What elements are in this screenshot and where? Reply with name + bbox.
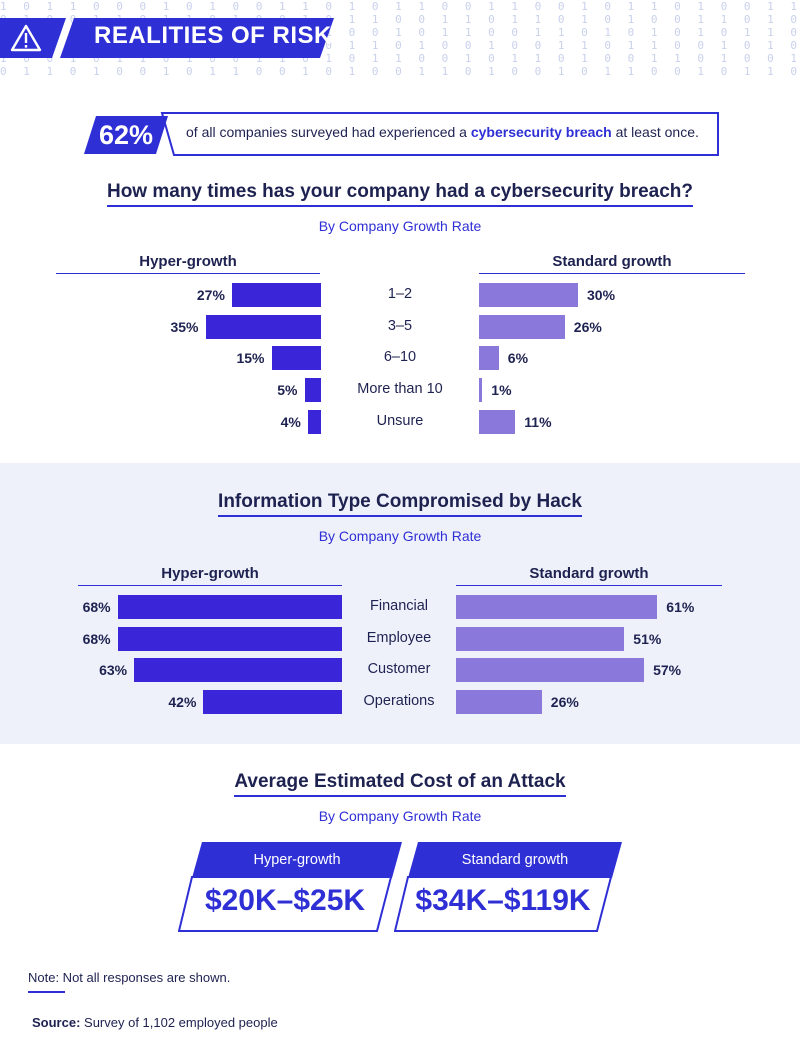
group-header-standard-growth: Standard growth (456, 565, 722, 586)
value-label-hyper-growth: 68% (82, 630, 111, 647)
group-header-hyper-growth: Hyper-growth (78, 565, 342, 586)
value-label-hyper-growth: 5% (277, 382, 298, 399)
cost-card-standard-amount: $34K–$119K (415, 884, 591, 917)
category-label: 6–10 (383, 349, 417, 366)
cost-card-hyper-amount: $20K–$25K (204, 884, 366, 917)
cost-title: Average Estimated Cost of an Attack (0, 771, 800, 797)
category-label: Unsure (376, 412, 424, 429)
value-label-hyper-growth: 68% (82, 599, 111, 615)
value-label-hyper-growth: 63% (99, 662, 128, 679)
value-label-standard-growth: 26% (550, 694, 579, 711)
bar-standard-growth (479, 346, 499, 371)
category-label: Operations (363, 693, 435, 710)
header-title-banner (60, 18, 334, 58)
cost-subtitle: By Company Growth Rate (318, 808, 482, 824)
category-label: 3–5 (387, 317, 413, 334)
value-label-standard-growth: 1% (491, 382, 512, 399)
value-label-standard-growth: 30% (587, 287, 616, 303)
footnote: Note: Not all responses are shown. (28, 970, 231, 985)
cost-card-hyper-label: Hyper-growth (192, 842, 402, 878)
footnote-underline (28, 991, 65, 993)
value-label-hyper-growth: 15% (236, 350, 265, 367)
stat-highlight: cybersecurity breach (470, 124, 612, 140)
value-label-standard-growth: 57% (653, 662, 682, 679)
value-label-standard-growth: 11% (524, 413, 552, 430)
cost-card-hyper-frame (178, 876, 392, 932)
warning-triangle-icon (10, 24, 42, 52)
bar-standard-growth (479, 314, 565, 339)
category-label: 1–2 (387, 286, 413, 302)
bar-standard-growth (456, 626, 625, 651)
category-label: Financial (369, 598, 429, 614)
bar-standard-growth (456, 690, 542, 715)
bar-hyper-growth (117, 626, 342, 651)
value-label-standard-growth: 51% (633, 630, 662, 647)
bar-hyper-growth (134, 658, 342, 683)
group-header-hyper-growth: Hyper-growth (56, 253, 320, 274)
category-label: Customer (367, 661, 431, 678)
value-label-hyper-growth: 27% (196, 287, 225, 303)
source-note: Source: Survey of 1,102 employed people (32, 1015, 278, 1030)
bar-hyper-growth (307, 409, 321, 434)
bar-standard-growth (479, 378, 483, 403)
stat-text: of all companies surveyed had experience… (186, 124, 699, 140)
info-type-chart-subtitle: By Company Growth Rate (318, 528, 482, 544)
category-label: More than 10 (357, 381, 443, 398)
value-label-hyper-growth: 42% (168, 694, 197, 711)
breach-chart-title: How many times has your company had a cy… (0, 181, 800, 207)
value-label-hyper-growth: 4% (280, 413, 301, 430)
bar-hyper-growth (304, 378, 321, 403)
page-title: REALITIES OF RISK (94, 22, 332, 49)
bar-standard-growth (456, 658, 645, 683)
cost-card-standard-label: Standard growth (408, 842, 622, 878)
bar-standard-growth (479, 283, 578, 307)
value-label-standard-growth: 26% (573, 318, 602, 335)
category-label: Employee (366, 629, 432, 646)
bar-standard-growth (479, 409, 516, 434)
breach-chart-subtitle: By Company Growth Rate (318, 218, 482, 234)
value-label-hyper-growth: 35% (170, 318, 199, 335)
bar-hyper-growth (203, 690, 342, 715)
cost-card-standard-frame (394, 876, 612, 932)
bar-hyper-growth (205, 314, 321, 339)
bar-standard-growth (456, 595, 658, 619)
group-header-standard-growth: Standard growth (479, 253, 745, 274)
bar-hyper-growth (117, 595, 342, 619)
value-label-standard-growth: 61% (666, 599, 695, 615)
stat-badge: 62% (84, 116, 168, 154)
bar-hyper-growth (271, 346, 321, 371)
info-type-chart-title: Information Type Compromised by Hack (0, 491, 800, 517)
stat-frame (160, 112, 719, 156)
bar-hyper-growth (231, 283, 321, 307)
value-label-standard-growth: 6% (507, 350, 529, 367)
